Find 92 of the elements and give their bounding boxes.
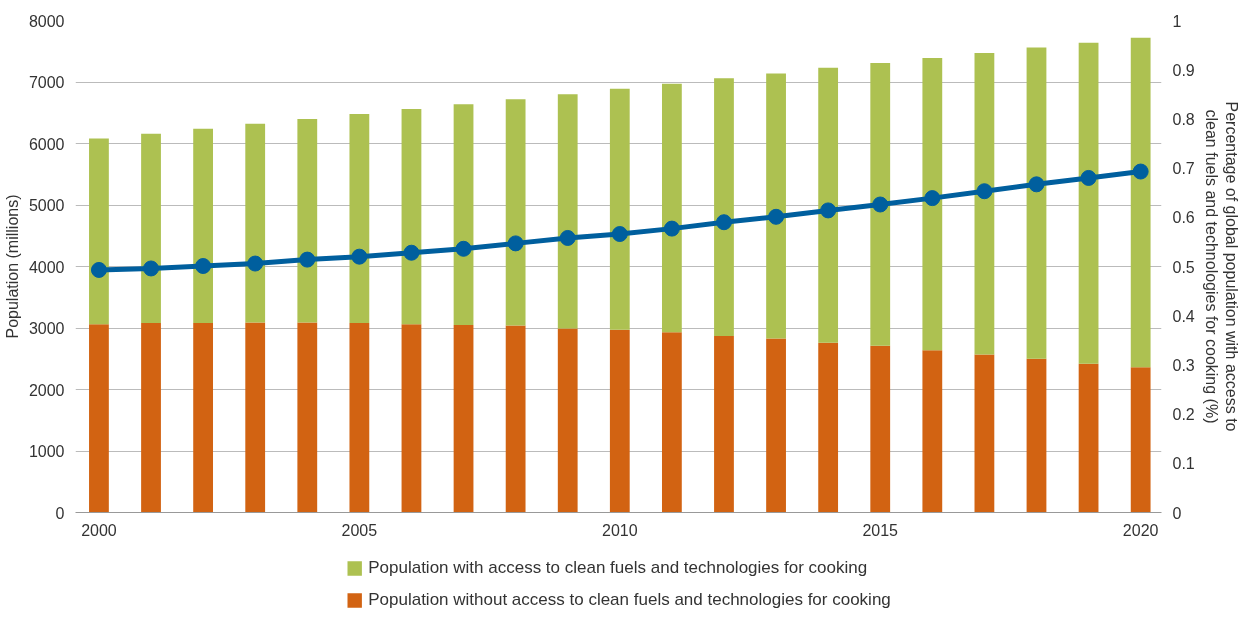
y-tick-label: 6000 [28,135,65,153]
bar [349,113,370,324]
bar [661,332,682,513]
y2-tick-label: 0.4 [1172,307,1195,325]
y2-tick-label: 1 [1172,12,1182,30]
bar [401,324,422,513]
bar [297,118,318,323]
legend-label: Population without access to clean fuels and technologies for cooking [368,590,891,610]
bar [922,350,943,513]
bar [141,323,161,513]
bar [766,73,786,339]
y2-tick-label: 0 [1172,504,1182,522]
bar [609,329,630,513]
point [1028,176,1045,193]
bar [922,58,943,351]
y2-axis-title: Percentage of global population with access to clean fuels and technologies for cooking (%) [1202,101,1241,432]
point [559,229,576,246]
point [507,235,524,252]
bar [1130,367,1151,513]
y-tick-label: 5000 [28,197,65,214]
y2-tick-label: 0.6 [1172,209,1195,227]
bar [297,322,318,513]
y2-tick-label: 0.9 [1172,61,1195,79]
y-axis-title: Population (millions) [3,194,21,339]
point [611,226,628,243]
bar [974,354,995,513]
bar [245,322,266,513]
bar [714,335,734,513]
bar [557,94,578,329]
bar [349,323,370,513]
y2-tick-label: 0.7 [1172,160,1195,178]
bar [89,138,109,325]
bar [1026,47,1047,359]
y-tick-label: 7000 [28,74,65,91]
point [1132,163,1149,180]
y2-tick-label: 0.5 [1172,258,1195,276]
y-tick-label: 4000 [28,258,65,276]
bar [89,324,109,513]
point [403,244,420,261]
y2-tick-label: 0.3 [1172,356,1195,374]
point [663,220,680,237]
point [143,260,160,277]
point [455,240,472,257]
bar [505,99,526,326]
bar [1130,37,1151,368]
point [768,208,785,225]
bar [453,324,474,513]
bar [714,78,734,336]
legend-label: Population with access to clean fuels and technologies for cooking [368,558,868,578]
bar [193,323,214,513]
bar [1026,358,1047,513]
point [195,258,212,274]
x-tick-label: 2010 [602,521,638,539]
point [299,251,316,268]
x-tick-label: 2020 [1122,521,1159,539]
bar [870,345,891,513]
point [715,214,732,231]
point [872,196,889,213]
y2-tick-label: 0.2 [1172,406,1195,424]
bar [401,109,422,325]
point [820,202,837,219]
bar [661,83,682,333]
x-tick-label: 2005 [341,521,378,539]
y2-tick-label: 0.1 [1172,455,1195,473]
bar [245,123,266,323]
point [924,190,941,207]
point [90,261,107,278]
point [247,255,264,272]
y-tick-label: 8000 [28,12,65,30]
y-tick-label: 2000 [28,381,65,399]
bar [818,342,839,513]
bar [453,104,474,325]
x-tick-label: 2000 [81,521,117,539]
y2-tick-label: 0.8 [1172,110,1195,128]
bar [1078,363,1099,513]
point [1080,169,1097,186]
bar [1078,42,1099,364]
bar [818,67,839,343]
y-tick-label: 1000 [28,443,65,460]
bar [505,325,526,513]
bar [557,328,578,513]
y-tick-label: 3000 [28,320,65,337]
y-tick-label: 0 [55,504,65,522]
point [976,183,993,200]
bar [141,133,161,324]
bar [609,88,630,330]
bar [870,62,891,346]
bar [193,128,214,324]
bar [766,338,786,513]
point [351,248,368,265]
bar [974,53,995,355]
x-tick-label: 2015 [862,521,899,539]
